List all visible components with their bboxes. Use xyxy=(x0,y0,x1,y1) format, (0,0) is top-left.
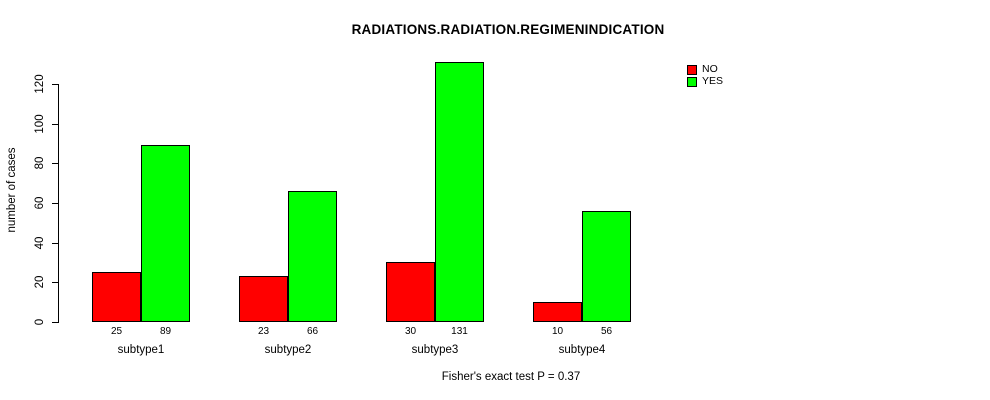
category-label: subtype3 xyxy=(411,344,459,356)
bar xyxy=(386,262,435,322)
bar-value-label: 23 xyxy=(257,326,270,337)
category-label: subtype4 xyxy=(558,344,606,356)
y-tick xyxy=(52,163,58,165)
y-tick-label: 20 xyxy=(34,275,46,289)
legend-label: YES xyxy=(702,75,724,87)
legend: NO YES xyxy=(687,64,723,87)
bar xyxy=(288,191,337,322)
bar xyxy=(533,302,582,322)
bar-value-label: 10 xyxy=(551,326,564,337)
y-tick xyxy=(52,123,58,125)
y-tick-label: 80 xyxy=(34,156,46,170)
legend-swatch xyxy=(687,64,697,75)
bar-value-label: 66 xyxy=(306,326,319,337)
bar-value-label: 89 xyxy=(159,326,172,337)
legend-item: YES xyxy=(687,76,723,87)
y-tick-label: 120 xyxy=(34,74,46,94)
y-tick xyxy=(52,322,58,323)
bar-value-label: 131 xyxy=(451,326,468,337)
y-tick-label: 40 xyxy=(34,236,46,250)
bar xyxy=(141,145,190,322)
y-tick xyxy=(52,242,58,244)
y-tick xyxy=(52,203,58,204)
footnote: Fisher's exact test P = 0.37 xyxy=(441,371,581,383)
bar xyxy=(582,211,631,322)
bar xyxy=(92,272,141,322)
legend-item: NO xyxy=(687,64,723,75)
bar xyxy=(239,276,288,322)
bar-value-label: 56 xyxy=(600,326,613,337)
y-axis-line xyxy=(58,84,59,323)
category-label: subtype2 xyxy=(264,344,312,356)
legend-swatch xyxy=(687,76,697,87)
bar-value-label: 30 xyxy=(404,326,417,337)
y-axis-label: number of cases xyxy=(6,147,18,233)
legend-label: NO xyxy=(702,63,718,75)
y-tick-label: 100 xyxy=(34,114,46,134)
chart-title: RADIATIONS.RADIATION.REGIMENINDICATION xyxy=(351,22,665,37)
y-tick-label: 0 xyxy=(34,318,46,326)
bar xyxy=(435,62,484,322)
category-label: subtype1 xyxy=(117,344,165,356)
y-tick xyxy=(52,282,58,284)
bar-value-label: 25 xyxy=(110,326,123,337)
y-tick xyxy=(52,84,58,85)
y-tick-label: 60 xyxy=(34,196,46,210)
